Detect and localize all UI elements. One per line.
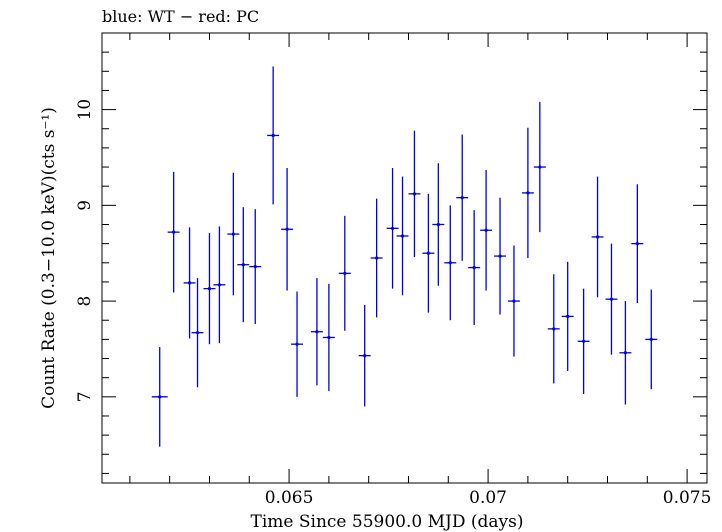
y-tick-label: 7 (75, 391, 95, 402)
point-marker (253, 265, 257, 269)
data-point (183, 227, 196, 339)
data-point (468, 210, 481, 326)
y-tick-label: 9 (75, 200, 95, 211)
data-point (561, 261, 574, 371)
axis-ticks (102, 32, 707, 483)
data-point (151, 347, 168, 447)
point-marker (375, 256, 379, 260)
data-point (237, 207, 250, 323)
y-tick-label: 8 (75, 296, 95, 307)
point-marker (566, 314, 570, 319)
data-point (322, 283, 335, 392)
data-point (267, 66, 280, 205)
data-point (358, 304, 371, 407)
point-marker (207, 287, 212, 291)
point-marker (472, 265, 476, 270)
data-point (396, 176, 409, 296)
data-point (605, 243, 618, 355)
x-axis-label: Time Since 55900.0 MJD (days) (251, 512, 524, 532)
data-point (645, 289, 658, 390)
tick-labels: 0.065 0.07 0.075 7 8 9 10 (75, 99, 711, 508)
chart-title: blue: WT − red: PC (102, 7, 259, 26)
point-marker (538, 165, 542, 169)
data-point (507, 245, 520, 357)
data-point (422, 193, 435, 313)
point-marker (484, 228, 488, 232)
point-marker (426, 251, 430, 255)
point-marker (172, 230, 176, 234)
point-marker (390, 226, 395, 230)
data-point (386, 168, 399, 289)
data-point (577, 288, 590, 394)
point-marker (285, 227, 289, 231)
data-point (533, 101, 546, 233)
point-marker (609, 297, 614, 301)
data-point (456, 134, 469, 261)
data-point (619, 301, 632, 405)
data-point (227, 172, 240, 296)
point-marker (158, 395, 162, 399)
point-marker (363, 354, 367, 358)
data-point (432, 163, 445, 286)
point-marker (595, 235, 600, 239)
data-point (591, 176, 604, 298)
point-marker (195, 331, 200, 335)
data-point (444, 205, 457, 321)
point-marker (635, 242, 639, 246)
x-tick-label: 0.07 (469, 488, 507, 508)
point-marker (343, 271, 347, 275)
data-point (249, 209, 262, 325)
point-marker (460, 196, 464, 200)
point-marker (412, 192, 417, 196)
plot-frame (101, 32, 708, 484)
data-point (408, 130, 421, 258)
data-point (521, 127, 534, 258)
point-marker (400, 234, 405, 238)
point-marker (231, 232, 235, 236)
point-marker (187, 281, 192, 285)
point-marker (498, 254, 502, 258)
point-marker (552, 327, 556, 331)
data-point (213, 226, 226, 344)
point-marker (271, 133, 275, 138)
data-point (494, 197, 506, 315)
data-point (310, 278, 323, 386)
point-marker (623, 351, 628, 355)
point-marker (217, 283, 222, 287)
data-point (547, 274, 560, 384)
data-point (191, 278, 204, 388)
y-tick-label: 10 (75, 99, 95, 121)
point-marker (582, 339, 586, 343)
point-marker (241, 263, 245, 267)
data-point (338, 215, 351, 331)
data-point (480, 169, 493, 291)
data-points (151, 66, 658, 447)
point-marker (649, 337, 653, 341)
point-marker (315, 330, 319, 334)
point-marker (436, 222, 440, 227)
data-point (281, 168, 294, 291)
point-marker (327, 335, 331, 340)
point-marker (512, 299, 516, 303)
data-point (370, 198, 383, 318)
data-point (631, 184, 644, 303)
data-point (203, 233, 216, 345)
point-marker (295, 342, 299, 346)
point-marker (526, 191, 530, 195)
point-marker (448, 261, 452, 265)
data-point (291, 291, 304, 397)
y-axis-label: Count Rate (0.3−10.0 keV)(cts s⁻¹) (39, 107, 59, 409)
x-tick-label: 0.075 (663, 488, 712, 508)
x-tick-label: 0.065 (265, 488, 314, 508)
data-point (167, 171, 180, 293)
